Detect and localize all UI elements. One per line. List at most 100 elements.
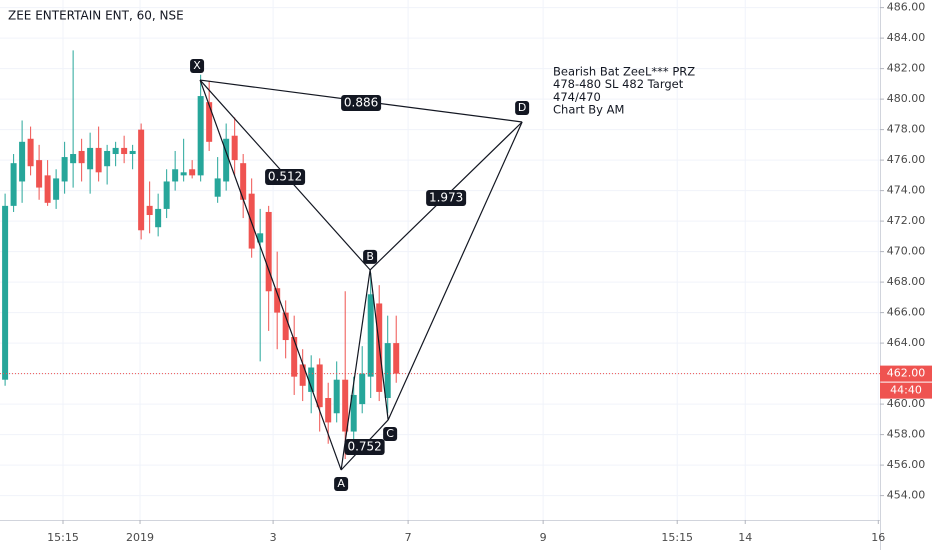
candle-body [274,288,281,313]
x-tick-label: 2019 [126,531,154,544]
candle-body [214,178,221,197]
y-tick-label: 478.00 [887,123,926,136]
candle-body [189,169,196,176]
point-label: C [386,427,394,440]
ratio-label: 0.512 [268,169,302,183]
chart-title: ZEE ENTERTAIN ENT, 60, NSE [8,9,184,23]
pattern-line [369,269,389,421]
candle-body [121,147,128,155]
candle-body [44,175,51,203]
candle-body [223,138,230,182]
candle-body [53,178,60,200]
candle-body [70,154,77,164]
ratio-label: 1.973 [429,190,463,204]
annotation: Chart By AM [553,103,624,117]
y-tick-label: 466.00 [887,306,926,319]
ratio-box [426,189,467,206]
candle-body [316,364,323,408]
candle-body [231,135,238,161]
candle-body [240,163,247,200]
last-price-label: 462.00 [887,367,926,380]
candle-body [197,96,204,176]
point-box [515,100,530,115]
y-tick-label: 482.00 [887,62,926,75]
candle-body [87,147,94,170]
candle-body [291,337,298,377]
ratio-box [265,168,306,185]
y-tick-label: 468.00 [887,275,926,288]
pattern-line [387,121,523,421]
point-label: D [518,101,526,114]
candle-body [95,147,102,173]
y-tick-label: 460.00 [887,397,926,410]
y-tick-label: 458.00 [887,428,926,441]
y-tick-label: 474.00 [887,184,926,197]
x-tick-label: 14 [738,531,752,544]
x-tick-label: 3 [270,531,277,544]
point-label: X [193,59,201,72]
last-price-box [880,365,932,382]
candle-body [61,157,68,182]
candle-body [27,138,34,167]
candle-body [180,172,187,176]
candle-body [163,181,170,209]
y-tick-label: 454.00 [887,489,926,502]
x-tick-label: 15:15 [47,531,79,544]
candle-body [384,343,391,399]
candle-body [2,205,9,380]
candle-body [129,150,136,155]
candle-body [146,205,153,216]
candle-body [325,398,332,423]
ratio-label: 0.752 [347,439,381,453]
candle-body [155,208,162,228]
point-label: A [337,477,345,490]
x-tick-label: 9 [540,531,547,544]
y-tick-label: 456.00 [887,458,926,471]
candle-body [393,343,400,374]
y-tick-label: 470.00 [887,245,926,258]
y-tick-label: 484.00 [887,31,926,44]
y-tick-label: 480.00 [887,92,926,105]
candle-body [342,379,349,432]
point-box [363,249,378,264]
candle-body [10,163,17,206]
point-box [190,59,205,74]
annotation: 474/470 [553,90,601,104]
annotation: Bearish Bat ZeeL*** PRZ [553,65,695,79]
point-box [383,426,398,441]
candle-body [299,364,306,386]
candle-body [206,102,213,142]
candle-body [78,150,85,164]
y-tick-label: 472.00 [887,214,926,227]
countdown-box [880,382,932,399]
pattern-line [199,79,342,471]
candle-body [19,141,26,182]
candle-body [112,147,119,155]
pattern-line [340,269,371,471]
y-tick-label: 476.00 [887,153,926,166]
candle-body [265,211,272,292]
candle-body [367,294,374,377]
ratio-box [341,95,382,112]
candle-body [282,312,289,341]
candle-body [333,379,340,414]
candle-body [172,169,179,182]
candle-body [359,373,366,405]
candle-body [36,160,43,188]
y-tick-label: 486.00 [887,1,926,14]
candle-body [257,233,264,243]
ratio-box [344,438,385,455]
candle-body [104,150,111,167]
point-label: B [366,250,374,263]
x-tick-label: 15:15 [661,531,693,544]
y-tick-label: 464.00 [887,336,926,349]
ratio-label: 0.886 [344,96,378,110]
candle-body [138,129,145,231]
candle-body [350,394,357,432]
x-tick-label: 7 [405,531,412,544]
candle-body [308,367,315,392]
countdown: 44:40 [890,384,922,397]
annotation: 478-480 SL 482 Target [553,77,684,91]
